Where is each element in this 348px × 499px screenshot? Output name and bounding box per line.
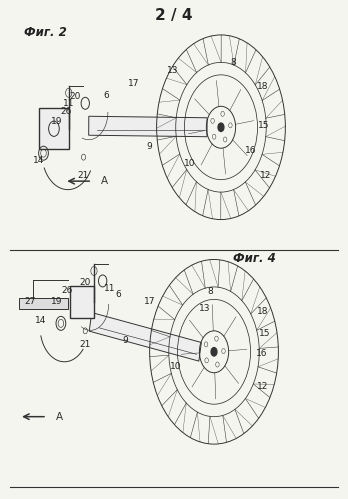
Text: 20: 20	[70, 92, 81, 101]
Circle shape	[218, 123, 224, 131]
Text: 14: 14	[33, 156, 44, 165]
Text: 9: 9	[146, 142, 152, 151]
Text: 11: 11	[104, 284, 116, 293]
Text: 16: 16	[256, 349, 268, 358]
Text: 12: 12	[260, 171, 271, 180]
Text: 27: 27	[24, 297, 35, 306]
Text: 8: 8	[208, 287, 213, 296]
Text: 8: 8	[230, 58, 236, 67]
Text: 13: 13	[199, 304, 211, 313]
Text: 9: 9	[122, 336, 128, 345]
Text: 19: 19	[50, 297, 62, 306]
Text: A: A	[101, 176, 108, 186]
Text: 21: 21	[80, 340, 91, 349]
Text: 17: 17	[128, 79, 140, 88]
Text: 14: 14	[35, 316, 47, 325]
Text: 12: 12	[258, 382, 269, 391]
Text: 18: 18	[257, 82, 269, 91]
Text: 2 / 4: 2 / 4	[155, 8, 193, 23]
Text: 6: 6	[116, 290, 121, 299]
Text: 11: 11	[62, 99, 74, 108]
Text: Фиг. 4: Фиг. 4	[233, 252, 276, 265]
Text: 26: 26	[62, 286, 73, 295]
Text: 17: 17	[144, 297, 156, 306]
Text: 18: 18	[257, 307, 269, 316]
Text: 16: 16	[245, 146, 256, 155]
Text: Фиг. 2: Фиг. 2	[24, 26, 67, 39]
Circle shape	[211, 348, 217, 356]
Text: 21: 21	[78, 171, 89, 180]
Text: 15: 15	[259, 329, 271, 338]
Bar	[70, 285, 94, 318]
Text: 10: 10	[184, 159, 196, 168]
Bar	[19, 298, 68, 309]
Text: 6: 6	[103, 91, 109, 100]
Bar	[39, 108, 69, 149]
Text: 20: 20	[79, 278, 90, 287]
Polygon shape	[89, 116, 207, 137]
Text: A: A	[56, 412, 63, 422]
Text: 19: 19	[51, 117, 63, 126]
Polygon shape	[89, 312, 201, 361]
Text: 26: 26	[61, 107, 72, 116]
Text: 15: 15	[258, 121, 270, 130]
Text: 13: 13	[166, 66, 178, 75]
Text: 10: 10	[170, 362, 182, 371]
